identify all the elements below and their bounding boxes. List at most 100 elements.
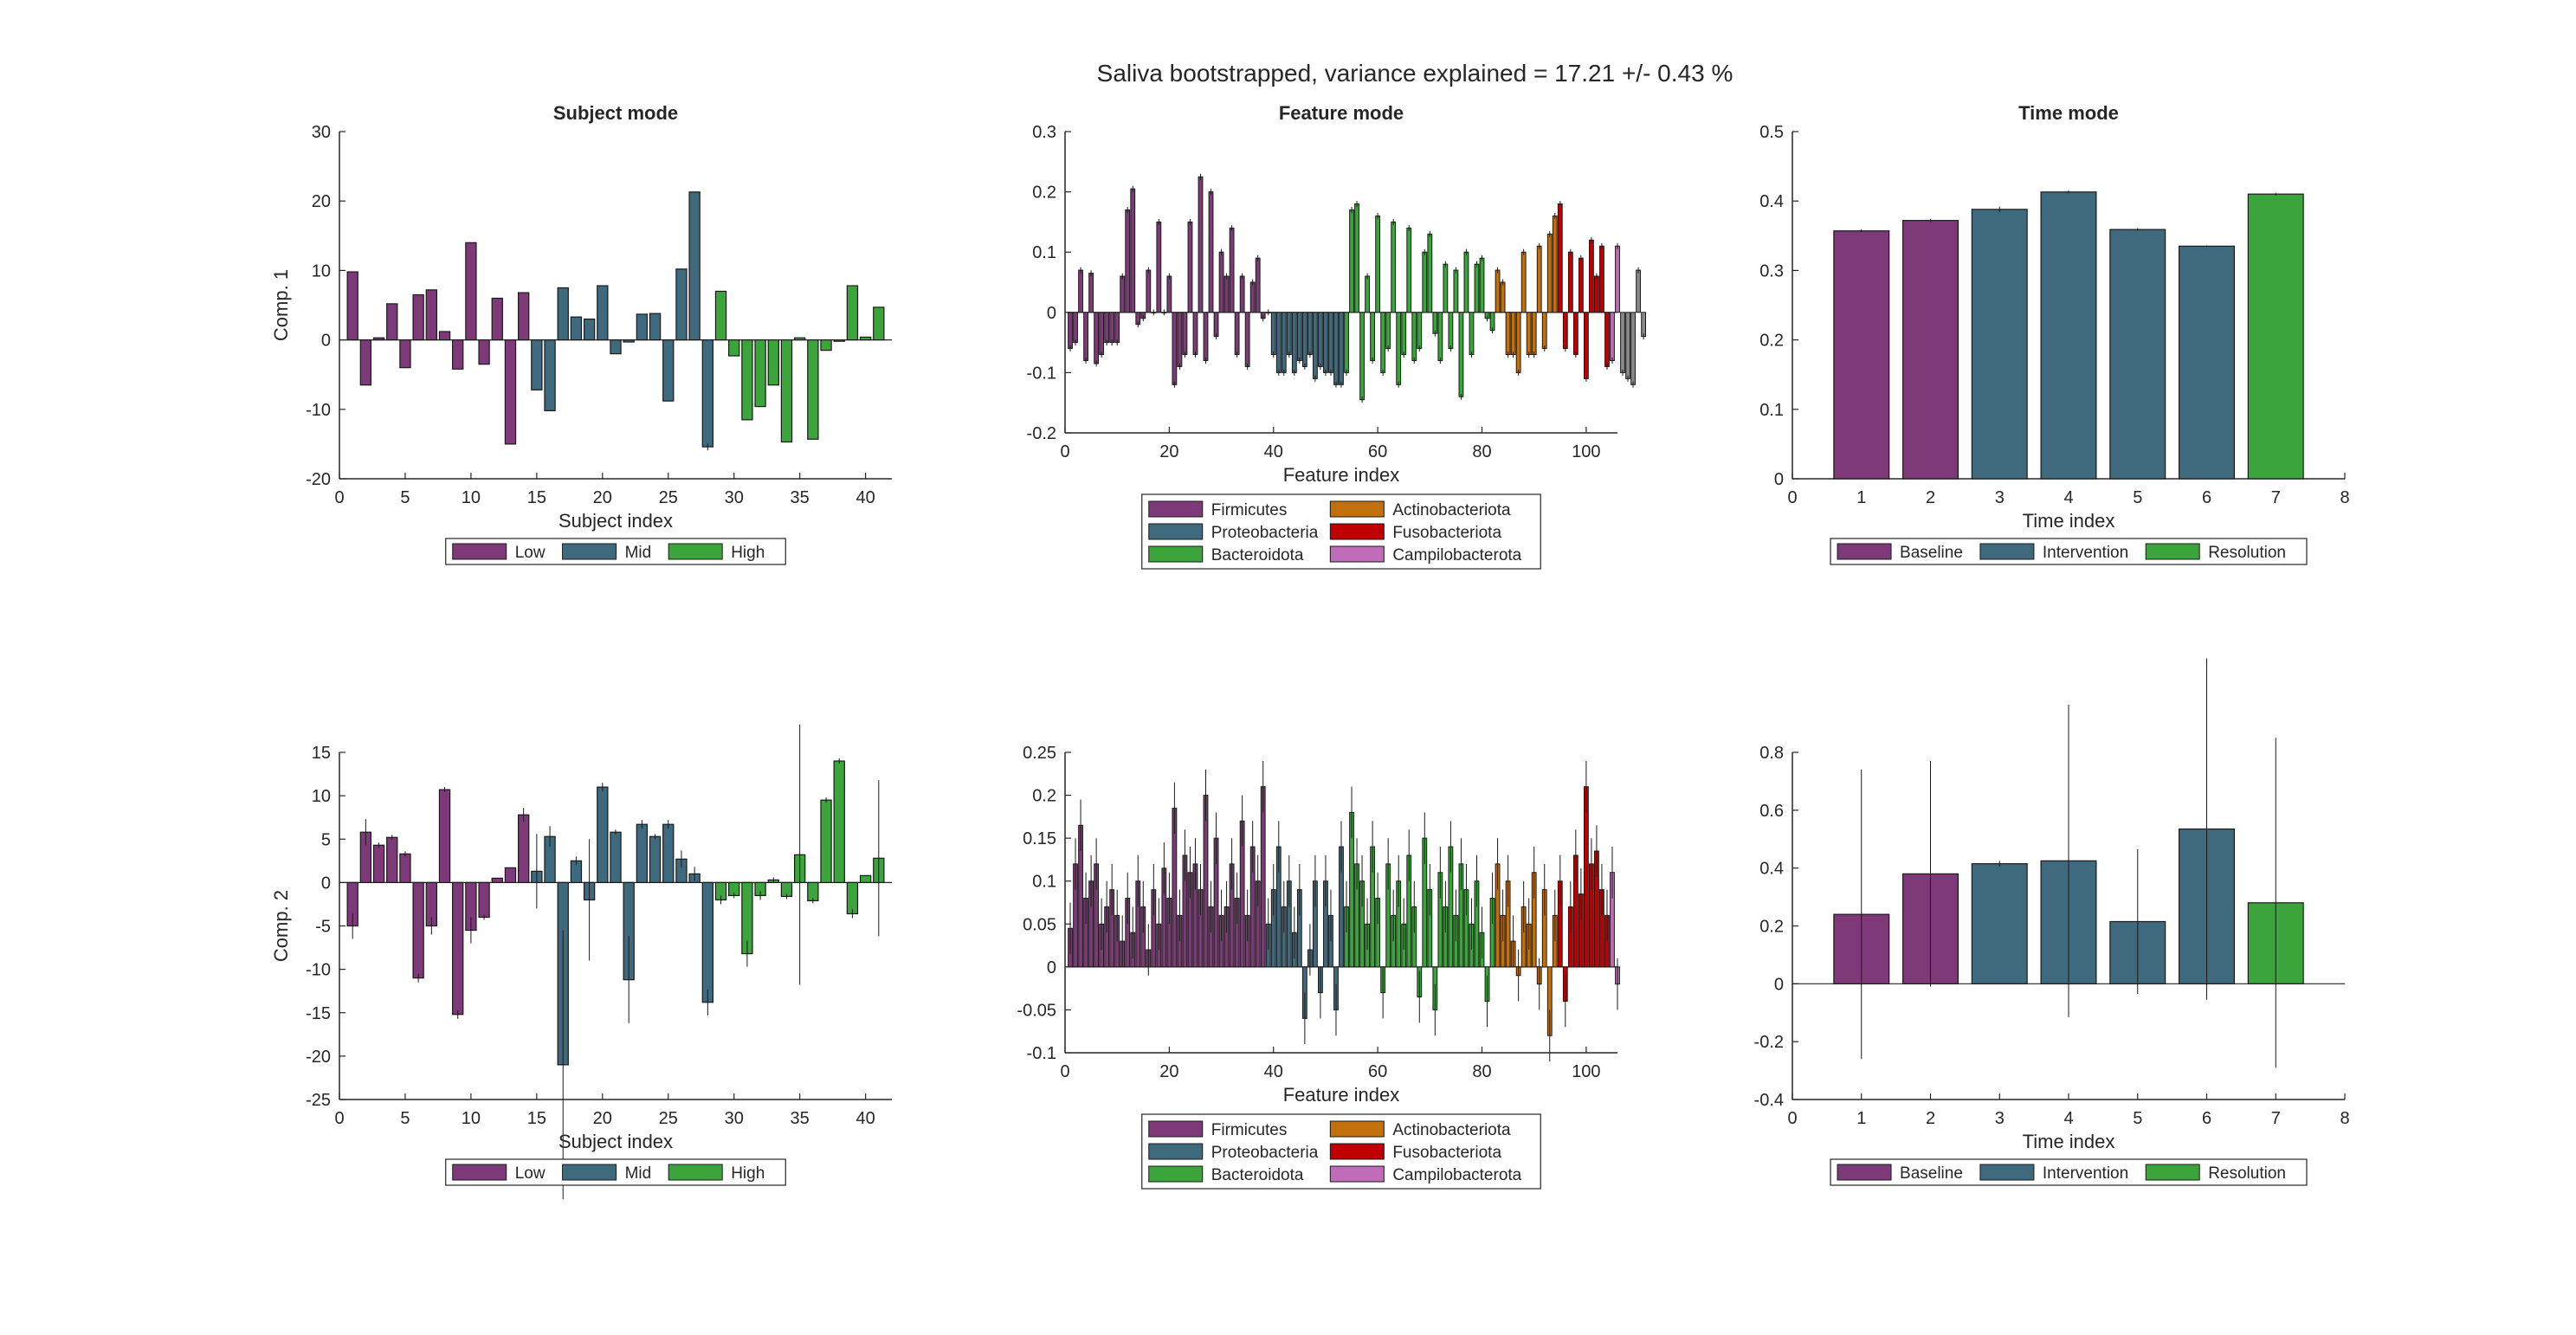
bar bbox=[465, 242, 477, 341]
bar bbox=[1088, 273, 1094, 313]
chart-title: Subject mode bbox=[553, 102, 678, 124]
bar bbox=[636, 823, 649, 883]
bar bbox=[1610, 312, 1615, 361]
y-tick-label: 0 bbox=[1774, 975, 1784, 994]
bar bbox=[1203, 312, 1209, 361]
legend-swatch bbox=[562, 543, 617, 560]
legend-label: Fusobacteriota bbox=[1392, 524, 1501, 542]
bar bbox=[1208, 191, 1214, 313]
bar bbox=[859, 874, 872, 883]
bar bbox=[386, 836, 398, 883]
x-tick-label: 15 bbox=[527, 488, 546, 507]
chart-feature-comp1: -0.2 -0.1 0 0.1 0.2 0.3 0 20 40 60 80 100 Feature mo… bbox=[1027, 102, 1647, 486]
bar bbox=[714, 290, 727, 341]
bar bbox=[1120, 275, 1126, 313]
bar bbox=[636, 313, 649, 341]
bar bbox=[1380, 312, 1386, 373]
bar bbox=[1552, 215, 1558, 313]
legend-swatch bbox=[1329, 1120, 1385, 1138]
x-tick-label: 100 bbox=[1572, 442, 1600, 461]
x-tick-label: 40 bbox=[1264, 442, 1283, 461]
x-tick-label: 35 bbox=[791, 1109, 810, 1128]
bar bbox=[1458, 312, 1464, 397]
y-tick-label: -0.2 bbox=[1027, 424, 1056, 443]
bar bbox=[1902, 220, 1959, 480]
legend-label: High bbox=[731, 544, 765, 562]
figure-title: Saliva bootstrapped, variance explained … bbox=[1097, 60, 1733, 87]
bar bbox=[531, 339, 543, 390]
y-tick-label: 0 bbox=[1774, 470, 1784, 489]
bar bbox=[754, 339, 766, 408]
x-tick-label: 15 bbox=[527, 1109, 546, 1128]
x-tick-label: 8 bbox=[2340, 1109, 2349, 1128]
y-tick-label: 0 bbox=[321, 332, 331, 351]
bar bbox=[873, 306, 885, 341]
y-tick-label: 0.1 bbox=[1759, 401, 1784, 420]
x-tick-label: 80 bbox=[1472, 1062, 1491, 1081]
bar bbox=[1520, 251, 1527, 313]
y-tick-label: -0.2 bbox=[1754, 1033, 1784, 1052]
bar bbox=[1401, 312, 1407, 356]
bar bbox=[833, 760, 845, 883]
bar bbox=[1354, 203, 1359, 313]
legend-box bbox=[1830, 1158, 2308, 1186]
y-tick-label: 15 bbox=[312, 744, 331, 763]
bar bbox=[1307, 312, 1313, 356]
chart-time-comp2: -0.4 -0.2 0 0.2 0.4 0.6 0.8 0 1 2 3 4 5 6 7 8 Time index bbox=[1754, 658, 2350, 1152]
legend-label: Actinobacteriota bbox=[1392, 1121, 1511, 1139]
y-tick-label: -20 bbox=[306, 1048, 331, 1067]
bar bbox=[1396, 312, 1402, 385]
bar bbox=[2109, 229, 2166, 480]
y-tick-label: 0.2 bbox=[1759, 332, 1784, 351]
bar bbox=[1453, 269, 1459, 313]
x-axis-label: Subject index bbox=[558, 510, 673, 532]
legend-label: Low bbox=[515, 1164, 546, 1183]
legend-label: Low bbox=[515, 544, 546, 562]
legend-label: Resolution bbox=[2208, 1164, 2286, 1183]
bar bbox=[1281, 312, 1287, 373]
legend-label: Intervention bbox=[2043, 1164, 2128, 1183]
bar bbox=[1833, 230, 1890, 480]
bar bbox=[1370, 312, 1376, 361]
bar bbox=[438, 789, 451, 883]
legend-swatch bbox=[2145, 1164, 2200, 1181]
bar bbox=[1599, 245, 1604, 313]
bar bbox=[1391, 221, 1397, 313]
bar bbox=[1286, 312, 1292, 356]
bar bbox=[386, 303, 398, 341]
bar bbox=[1218, 251, 1224, 313]
bar bbox=[793, 337, 806, 341]
x-tick-label: 3 bbox=[1995, 1109, 2005, 1128]
x-axis-label: Feature index bbox=[1283, 464, 1400, 486]
bar bbox=[1375, 215, 1381, 313]
bar bbox=[1510, 312, 1516, 356]
bar bbox=[1515, 312, 1521, 373]
bar bbox=[610, 339, 622, 355]
x-tick-label: 60 bbox=[1368, 1062, 1387, 1081]
legend-label: Campilobacterota bbox=[1392, 1166, 1521, 1184]
x-tick-label: 5 bbox=[400, 488, 410, 507]
bar bbox=[1130, 188, 1136, 313]
legend: Firmicutes Actinobacteriota Proteobacteria… bbox=[1141, 1113, 1541, 1190]
bar bbox=[1073, 312, 1078, 344]
bar bbox=[1531, 312, 1537, 356]
legend-swatch bbox=[1329, 500, 1385, 518]
bar bbox=[649, 313, 662, 341]
x-tick-label: 80 bbox=[1472, 442, 1491, 461]
x-tick-label: 5 bbox=[2133, 1109, 2142, 1128]
y-tick-label: -10 bbox=[306, 401, 331, 420]
legend-label: Proteobacteria bbox=[1211, 1144, 1319, 1162]
bar bbox=[1344, 312, 1349, 373]
y-tick-label: -0.1 bbox=[1027, 1044, 1056, 1063]
bar bbox=[1239, 275, 1245, 313]
bar bbox=[1417, 312, 1423, 350]
chart-title: Time mode bbox=[2018, 102, 2119, 124]
y-tick-label: -0.1 bbox=[1027, 364, 1056, 383]
bar bbox=[1182, 312, 1188, 356]
bar bbox=[2040, 191, 2097, 480]
legend-swatch bbox=[668, 543, 723, 560]
y-tick-label: 0.8 bbox=[1759, 744, 1784, 763]
bar bbox=[412, 881, 424, 979]
bar bbox=[1365, 275, 1371, 313]
